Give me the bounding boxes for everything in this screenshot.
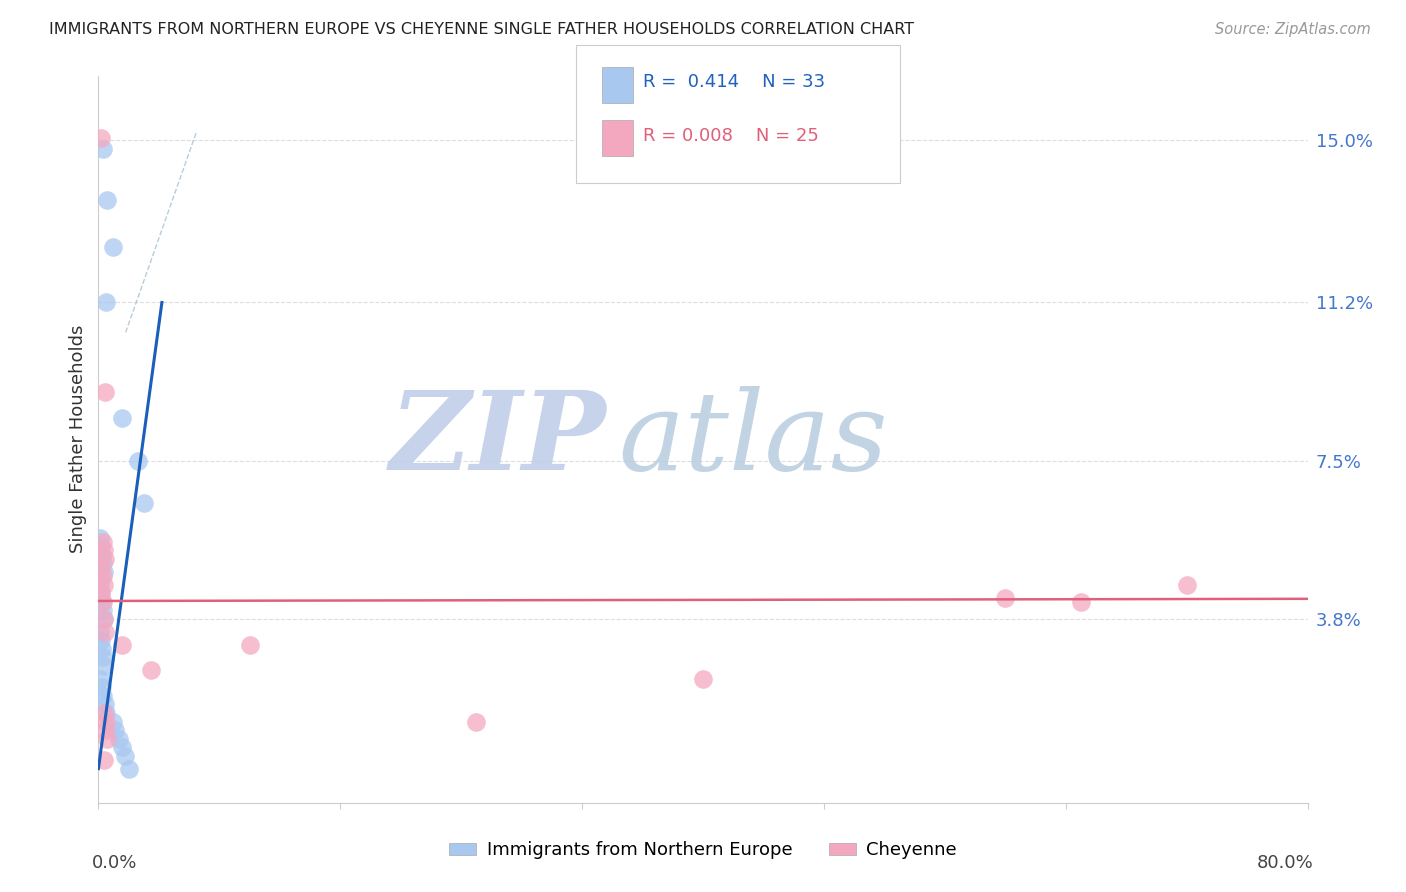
Point xyxy=(91,603,114,617)
Point xyxy=(101,240,124,254)
Point xyxy=(90,548,112,562)
Text: IMMIGRANTS FROM NORTHERN EUROPE VS CHEYENNE SINGLE FATHER HOUSEHOLDS CORRELATION: IMMIGRANTS FROM NORTHERN EUROPE VS CHEYE… xyxy=(49,22,914,37)
Point xyxy=(91,650,114,665)
Point xyxy=(465,714,488,729)
Point xyxy=(127,453,149,467)
Point xyxy=(101,714,124,729)
Point xyxy=(94,552,117,566)
Point xyxy=(94,698,117,712)
Point xyxy=(93,659,115,673)
Point xyxy=(94,723,117,737)
Point xyxy=(118,762,141,776)
Point xyxy=(93,612,115,626)
Point xyxy=(89,624,111,639)
Point xyxy=(94,385,117,400)
Point xyxy=(111,740,134,755)
Point xyxy=(96,706,118,720)
Point xyxy=(132,496,155,510)
Point xyxy=(111,638,134,652)
Point xyxy=(108,731,131,746)
Point xyxy=(141,663,163,677)
Point xyxy=(93,612,115,626)
Point xyxy=(89,672,111,686)
Text: R =  0.414    N = 33: R = 0.414 N = 33 xyxy=(643,73,825,91)
Point xyxy=(91,689,114,703)
Point xyxy=(104,723,127,737)
Point xyxy=(239,638,262,652)
Point xyxy=(90,595,112,609)
Point xyxy=(89,531,111,545)
Text: 80.0%: 80.0% xyxy=(1257,854,1313,871)
Point xyxy=(90,641,112,656)
Point xyxy=(93,578,115,592)
Point xyxy=(96,714,118,729)
Point xyxy=(91,141,114,155)
Point xyxy=(93,565,115,579)
Text: 0.0%: 0.0% xyxy=(93,854,138,871)
Point xyxy=(91,557,114,571)
Point xyxy=(93,706,115,720)
Point xyxy=(94,295,117,310)
Point xyxy=(94,624,117,639)
Text: Source: ZipAtlas.com: Source: ZipAtlas.com xyxy=(1215,22,1371,37)
Point xyxy=(93,543,115,558)
Point xyxy=(89,578,111,592)
Text: ZIP: ZIP xyxy=(389,385,606,493)
Text: R = 0.008    N = 25: R = 0.008 N = 25 xyxy=(643,127,818,145)
Point xyxy=(90,633,112,648)
Point xyxy=(90,131,112,145)
Point xyxy=(91,595,114,609)
Point xyxy=(994,591,1017,605)
Point xyxy=(90,586,112,600)
Point xyxy=(96,193,118,207)
Legend: Immigrants from Northern Europe, Cheyenne: Immigrants from Northern Europe, Cheyenn… xyxy=(441,834,965,866)
Point xyxy=(692,672,714,686)
Point xyxy=(90,560,112,574)
Point xyxy=(96,731,118,746)
Point xyxy=(90,681,112,695)
Point xyxy=(91,569,114,583)
Point xyxy=(1175,578,1198,592)
Y-axis label: Single Father Households: Single Father Households xyxy=(69,325,87,554)
Point xyxy=(111,411,134,425)
Point xyxy=(93,753,115,767)
Point xyxy=(90,539,112,553)
Point xyxy=(91,535,114,549)
Point xyxy=(90,586,112,600)
Point xyxy=(114,748,136,763)
Point xyxy=(1070,595,1092,609)
Text: atlas: atlas xyxy=(619,385,889,493)
